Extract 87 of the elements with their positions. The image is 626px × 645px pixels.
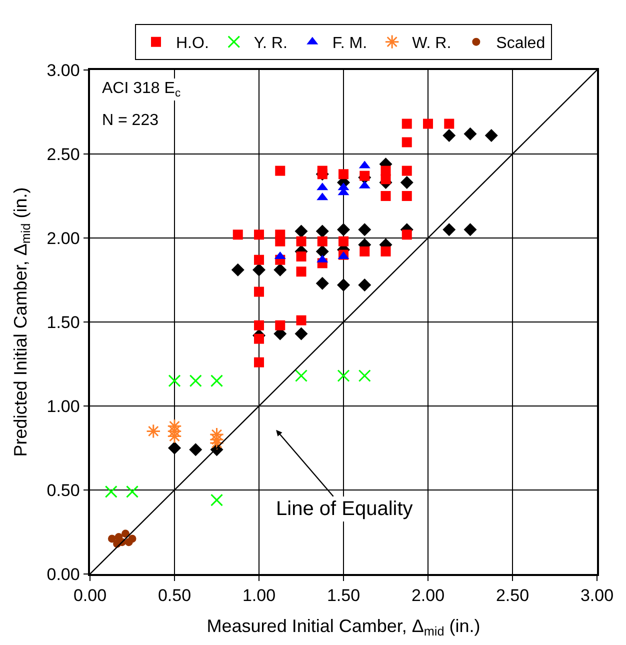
point xyxy=(210,494,223,506)
point xyxy=(337,223,350,236)
x-tick-label: 2.00 xyxy=(411,586,445,606)
x-tick-label: 2.50 xyxy=(496,586,530,606)
point xyxy=(295,370,308,382)
point xyxy=(402,191,412,201)
point xyxy=(316,276,329,290)
point xyxy=(210,374,223,388)
point xyxy=(317,166,328,176)
point xyxy=(254,254,264,265)
point xyxy=(402,230,412,240)
point xyxy=(442,223,456,236)
point xyxy=(380,191,391,201)
point xyxy=(296,236,306,246)
point xyxy=(296,266,306,277)
x-axis-title: Measured Initial Camber, Δ$_{mid}$ (in.) xyxy=(206,616,480,639)
point xyxy=(232,230,243,240)
point xyxy=(402,118,412,129)
point xyxy=(338,169,348,180)
point xyxy=(275,166,286,176)
x-tick-label: 0.00 xyxy=(73,586,107,606)
x-tick-label: 1.50 xyxy=(326,586,360,606)
legend-label: W. R. xyxy=(412,35,452,52)
point xyxy=(108,534,116,543)
point xyxy=(444,118,454,129)
point xyxy=(360,170,370,181)
point xyxy=(337,278,350,292)
point xyxy=(402,166,412,176)
point xyxy=(189,374,202,388)
point xyxy=(464,223,477,236)
point xyxy=(442,129,456,142)
point xyxy=(296,251,306,262)
point xyxy=(360,246,370,256)
point xyxy=(484,129,498,142)
point xyxy=(402,137,412,148)
point xyxy=(423,118,433,129)
y-tick-label: 1.00 xyxy=(46,396,80,416)
point xyxy=(337,370,350,382)
point xyxy=(294,327,308,340)
point xyxy=(294,224,308,238)
y-tick-label: 1.50 xyxy=(46,312,80,332)
point xyxy=(121,530,130,538)
point xyxy=(209,436,224,450)
point xyxy=(146,424,161,439)
point xyxy=(316,224,329,238)
point xyxy=(316,244,329,258)
point xyxy=(358,370,371,382)
point xyxy=(254,230,264,240)
x-tick-label: 0.50 xyxy=(158,586,192,606)
point xyxy=(317,236,328,246)
y-tick-label: 0.00 xyxy=(46,564,80,584)
y-tick-label: 0.50 xyxy=(46,480,80,500)
point xyxy=(124,538,133,546)
point xyxy=(296,315,306,326)
point xyxy=(358,223,372,236)
legend-label: Scaled xyxy=(496,35,546,52)
point xyxy=(168,374,181,388)
point xyxy=(275,320,286,330)
point xyxy=(168,442,181,454)
annotation: ACI 318 E$_{c}$ xyxy=(102,80,181,100)
y-tick-label: 3.00 xyxy=(46,60,80,80)
point xyxy=(189,443,202,456)
point xyxy=(274,263,287,276)
point xyxy=(252,263,266,276)
point xyxy=(464,127,477,140)
x-tick-label: 3.00 xyxy=(580,586,614,606)
point xyxy=(400,176,414,190)
annotation: N = 223 xyxy=(102,112,159,129)
point xyxy=(380,246,391,256)
x-tick-label: 1.00 xyxy=(242,586,276,606)
point xyxy=(254,334,264,344)
legend-label: H.O. xyxy=(176,35,209,52)
y-tick-label: 2.50 xyxy=(46,144,80,164)
point xyxy=(254,357,264,368)
point xyxy=(338,236,348,246)
annotation: Line of Equality xyxy=(276,498,413,520)
point xyxy=(275,236,286,246)
point xyxy=(231,263,244,276)
legend-label: F. M. xyxy=(332,35,368,52)
y-tick-label: 2.00 xyxy=(46,228,80,248)
point xyxy=(358,278,372,292)
point xyxy=(126,485,138,498)
point xyxy=(380,174,391,184)
point xyxy=(254,320,264,330)
point xyxy=(104,485,118,498)
legend-label: Y. R. xyxy=(254,35,288,52)
point xyxy=(254,286,264,297)
